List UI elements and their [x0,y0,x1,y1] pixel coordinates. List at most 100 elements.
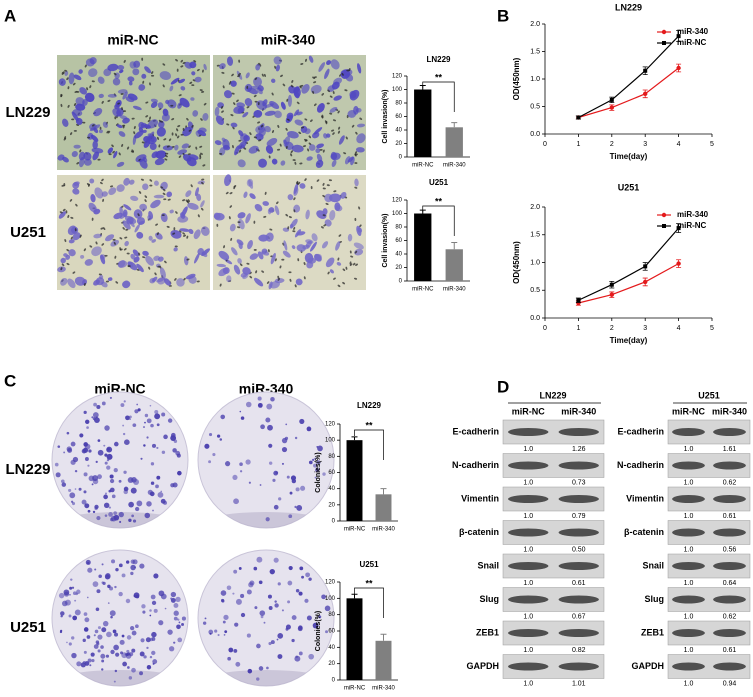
colony [88,449,92,453]
colony [246,633,251,638]
pore [171,132,174,136]
pore [72,82,76,86]
pore [201,207,204,211]
pore [332,119,337,122]
colony [95,640,100,644]
cell [233,105,245,114]
colony [167,629,173,635]
x-tick-label: 5 [710,325,714,332]
colony [259,610,266,616]
pore [316,179,320,182]
colony [130,571,134,576]
colony [272,478,276,482]
colony [93,644,99,649]
cell [304,252,314,264]
pore [60,93,63,98]
colony [134,409,139,414]
colony [247,668,253,674]
colony [92,478,99,485]
y-tick-label: 0.0 [530,315,540,322]
chart-title: LN229 [357,401,382,410]
pore [308,135,312,139]
pore [216,64,220,67]
colony [173,616,178,621]
colony [94,417,100,424]
pore [239,263,243,267]
pore [70,236,74,240]
cell [314,253,322,261]
x-tick-label: miR-NC [412,163,434,169]
pore [338,234,342,237]
colony [156,446,159,450]
colony [83,650,87,654]
band-value: 1.0 [523,546,533,553]
colony [209,433,213,437]
cell [229,223,236,232]
y-tick-label: 120 [392,74,403,80]
colony [124,439,130,446]
colony [177,618,180,621]
band-value: 1.01 [572,680,586,687]
cell [296,231,306,236]
protein-label: β-catenin [459,527,499,537]
chart-title: LN229 [615,2,642,12]
colony [136,500,143,507]
x-tick-label: miR-340 [372,686,395,692]
pore [66,249,70,252]
pore [133,131,136,135]
cell [299,183,306,189]
cell [122,117,130,124]
point [609,282,614,287]
pore [354,162,358,164]
cell [194,253,200,264]
protein-label: Snail [477,560,499,570]
pore [228,216,231,220]
colony [254,606,258,610]
band [672,528,705,537]
pore [197,68,200,72]
pore [232,145,234,149]
band-value: 0.62 [723,613,737,620]
pore [97,158,101,161]
pore [326,102,330,105]
pore [145,101,149,104]
colony [83,627,89,632]
cell [224,174,232,187]
colony [268,641,272,646]
colony [104,425,110,431]
cell [304,128,311,135]
pore [233,102,236,105]
colony [170,432,176,438]
colony [115,567,119,572]
pore [119,237,123,240]
pore [170,104,174,107]
micrograph [57,175,210,290]
colony [130,564,136,571]
colony [106,631,112,638]
colony [202,621,207,625]
cell [189,61,197,69]
cell [214,140,222,146]
pore [147,119,151,123]
pore [342,268,346,272]
pore [221,105,224,109]
colony [260,615,264,619]
significance: ** [365,420,373,430]
pore [149,179,153,182]
colony [238,567,242,570]
pore [176,68,179,72]
pore [304,178,307,182]
colony [146,436,149,439]
colony [135,506,140,512]
colony [239,462,243,467]
colony [258,666,264,671]
error-bar [451,242,458,250]
cell [68,249,76,257]
pore [280,74,283,78]
colony [177,637,183,643]
cell [243,191,248,199]
colony [113,514,120,521]
band-value: 0.56 [723,546,737,553]
pore [107,99,111,102]
cell [151,239,157,243]
